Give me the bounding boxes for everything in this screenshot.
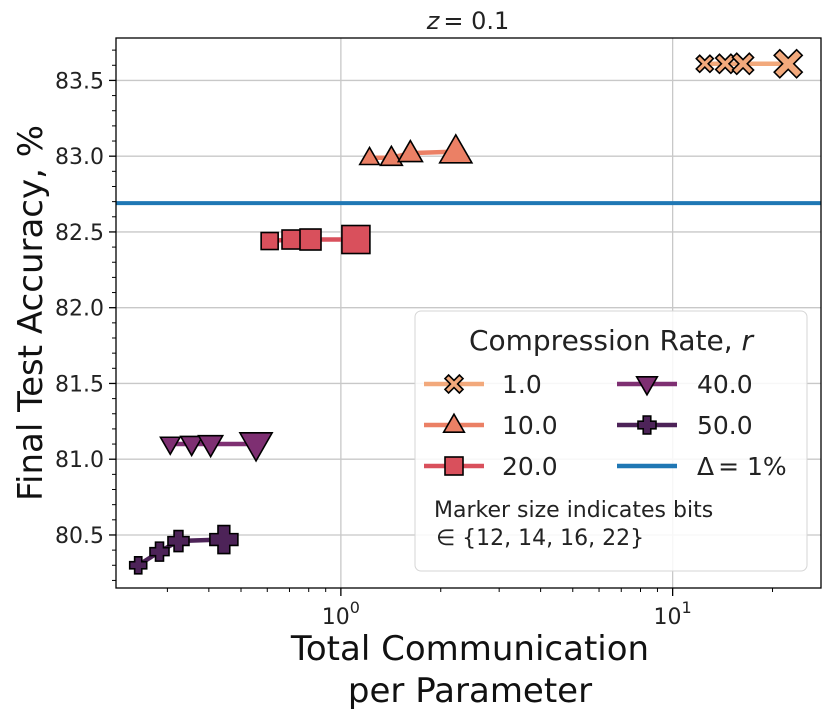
legend-label: 1.0 [502,370,542,399]
legend-title-var: r [742,324,755,357]
data-point [438,133,474,164]
legend-entry: Δ = 1% [617,452,787,481]
data-point [731,52,755,76]
legend-title: Compression Rate, r [469,324,755,357]
chart-title: z = 0.1 [426,7,510,35]
data-point [238,432,274,463]
series-1.0 [695,48,804,79]
series-50.0 [128,524,239,575]
legend-note-line1: Marker size indicates bits [434,498,713,523]
data-point [149,541,170,562]
series-40.0 [159,432,274,463]
x-axis-title-line2: per Parameter [348,671,592,711]
chart-title-var: z [426,7,441,35]
data-point [299,228,322,251]
legend-note-line2: ∈ {12, 14, 16, 22} [436,526,644,551]
legend-entry: 40.0 [617,370,753,399]
y-tick-label: 81.0 [55,448,104,473]
axis-ticks: 80.5 81.0 81.5 82.0 82.5 83.0 83.5 100 101 [55,49,774,630]
data-point [167,529,190,553]
data-point [197,434,225,459]
y-tick-label: 81.5 [55,372,104,397]
data-point [773,48,804,79]
plot-frame [115,37,822,589]
y-axis-title: Final Test Accuracy, % [11,125,51,501]
x-axis-title-line1: Total Communication [290,629,649,669]
y-tick-label: 83.5 [55,69,104,94]
series-line [369,149,456,160]
legend-entry: 1.0 [424,370,542,399]
legend-swatch-marker [442,412,466,434]
legend: Compression Rate, r 1.0 10.0 20.0 40.0 50.0 Δ… [414,310,808,572]
data-point [159,436,182,456]
data-point [379,144,404,167]
data-point [179,435,204,458]
legend-entry: 50.0 [617,411,753,440]
y-tick-label: 83.0 [55,145,104,170]
series-layer [128,48,804,575]
legend-label: 40.0 [697,370,753,399]
series-20.0 [260,224,371,255]
y-tick-label: 80.5 [55,524,104,549]
data-point [396,138,424,163]
series-10.0 [358,133,474,167]
x-tick-label: 100 [322,598,360,630]
x-tick-label: 101 [654,598,692,630]
legend-entry: 10.0 [424,411,558,440]
legend-entries: 1.0 10.0 20.0 40.0 50.0 Δ = 1% [424,370,787,481]
data-point [128,555,148,575]
data-point [341,224,371,255]
legend-label: Δ = 1% [697,452,787,481]
legend-label: 50.0 [697,411,753,440]
data-point [209,524,239,555]
legend-swatch-marker [443,373,465,395]
y-tick-label: 82.5 [55,221,104,246]
legend-title-text: Compression Rate, [469,324,742,357]
legend-frame [414,310,808,572]
chart-title-value: = 0.1 [443,7,509,35]
legend-swatch-marker [444,456,464,476]
series-line [136,537,224,568]
y-tick-label: 82.0 [55,297,104,322]
legend-entry: 20.0 [424,452,558,481]
legend-label: 10.0 [502,411,558,440]
data-point [281,229,302,250]
data-point [695,54,715,74]
legend-label: 20.0 [502,452,558,481]
data-point [260,231,279,251]
legend-swatch-marker [635,375,659,397]
legend-swatch-marker [637,415,657,435]
data-point [358,145,381,166]
